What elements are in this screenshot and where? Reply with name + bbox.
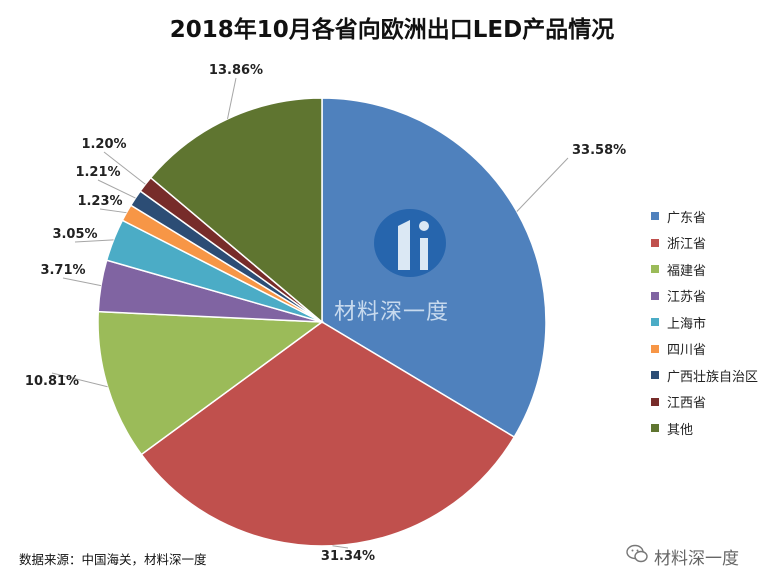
legend-swatch [651,265,659,274]
legend-label: 江苏省 [667,290,707,306]
watermark-text: 材料深一度 [334,300,450,325]
chart-title: 2018年10月各省向欧洲出口LED产品情况 [169,17,615,43]
pie-slices [97,97,547,547]
leader-line [51,372,108,388]
leader-lines [51,77,569,549]
pie-slice [97,310,325,456]
legend-label: 上海市 [667,316,707,332]
legend-swatch [651,212,659,221]
legend-item: 四川省 [651,336,758,363]
legend-swatch [651,397,659,406]
chart-legend: 广东省浙江省福建省江苏省上海市四川省广西壮族自治区 江西省其他 [651,203,758,442]
data-label: 31.34% [321,549,375,564]
leader-line [97,179,136,199]
data-labels: 33.58% 31.34% 10.81% 3.71% 3.05% 1.23% 1.21% 1.… [25,63,626,564]
wechat-icon [626,544,648,563]
watermark-logo-icon [374,209,446,277]
legend-item: 江西省 [651,389,758,416]
leader-line [99,208,127,214]
legend-label: 江西省 [667,396,707,412]
legend-item: 其他 [651,415,758,442]
leader-line [332,545,349,549]
leader-line [103,151,146,185]
legend-swatch [651,424,659,433]
data-label: 3.71% [40,263,85,278]
legend-label: 其他 [667,422,694,438]
data-label: 10.81% [25,374,79,389]
leader-line [227,77,237,120]
data-label: 1.20% [81,137,126,152]
legend-item: 福建省 [651,256,758,283]
legend-swatch [651,344,659,353]
leader-line [516,157,569,212]
legend-label: 四川省 [667,343,707,359]
data-label: 1.23% [77,194,122,209]
legend-swatch [651,238,659,247]
legend-item: 上海市 [651,309,758,336]
legend-label: 福建省 [667,263,707,279]
legend-label: 浙江省 [667,237,707,253]
legend-swatch [651,291,659,300]
data-label: 3.05% [52,227,97,242]
leader-line [74,239,114,243]
data-label: 13.86% [209,63,263,78]
legend-swatch [651,371,659,380]
data-label: 33.58% [572,143,626,158]
brand-name: 材料深一度 [654,549,739,569]
legend-item: 浙江省 [651,230,758,257]
leader-line [62,277,102,287]
source-note: 数据来源：中国海关，材料深一度 [19,552,207,567]
legend-label: 广东省 [667,210,707,226]
legend-label: 广西壮族自治区 [667,369,759,385]
legend-swatch [651,318,659,327]
legend-item: 广东省 [651,203,758,230]
legend-item: 江苏省 [651,283,758,310]
data-label: 1.21% [75,165,120,180]
legend-item: 广西壮族自治区 [651,362,758,389]
